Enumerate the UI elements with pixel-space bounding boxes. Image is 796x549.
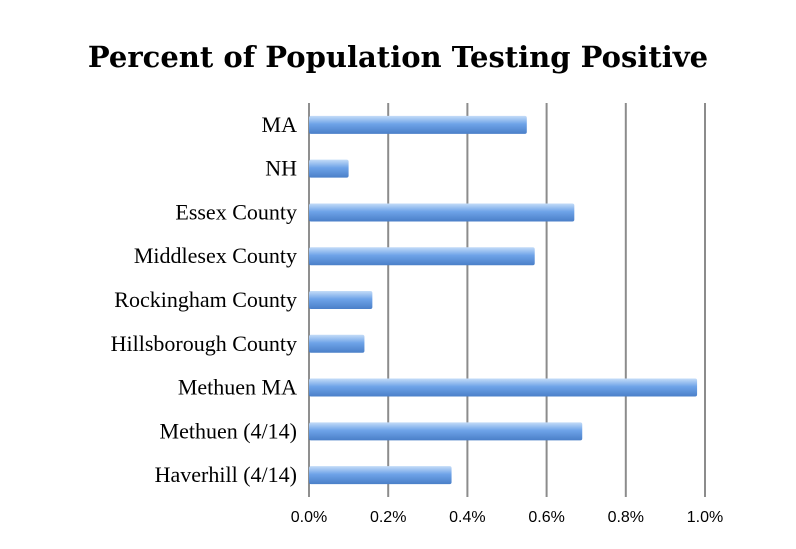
category-label: Methuen (4/14) bbox=[160, 418, 297, 443]
category-label: Haverhill (4/14) bbox=[155, 462, 297, 487]
category-label: Rockingham County bbox=[114, 287, 297, 312]
category-label: MA bbox=[262, 112, 298, 137]
category-label: NH bbox=[265, 156, 297, 181]
bar bbox=[309, 115, 527, 134]
category-label: Hillsborough County bbox=[111, 331, 297, 356]
category-label: Essex County bbox=[175, 199, 297, 224]
bars bbox=[309, 115, 698, 485]
x-tick-label: 0.0% bbox=[291, 509, 327, 526]
x-tick-labels: 0.0% 0.2% 0.4% 0.6% 0.8% 1.0% bbox=[291, 509, 723, 526]
bar bbox=[309, 203, 575, 222]
x-tick-label: 0.8% bbox=[608, 509, 644, 526]
category-labels: MA NH Essex County Middlesex County Rockingh… bbox=[111, 112, 298, 487]
category-label: Middlesex County bbox=[134, 243, 297, 268]
bar bbox=[309, 378, 698, 397]
bar bbox=[309, 422, 583, 441]
x-tick-label: 0.6% bbox=[528, 509, 564, 526]
bar bbox=[309, 466, 452, 485]
bar bbox=[309, 334, 365, 353]
category-label: Methuen MA bbox=[178, 375, 297, 400]
x-tick-label: 1.0% bbox=[687, 509, 723, 526]
x-tick-label: 0.2% bbox=[370, 509, 406, 526]
bar bbox=[309, 247, 535, 266]
x-tick-label: 0.4% bbox=[449, 509, 485, 526]
chart-title: Percent of Population Testing Positive bbox=[88, 40, 708, 74]
bar bbox=[309, 291, 373, 309]
bar bbox=[309, 159, 349, 178]
